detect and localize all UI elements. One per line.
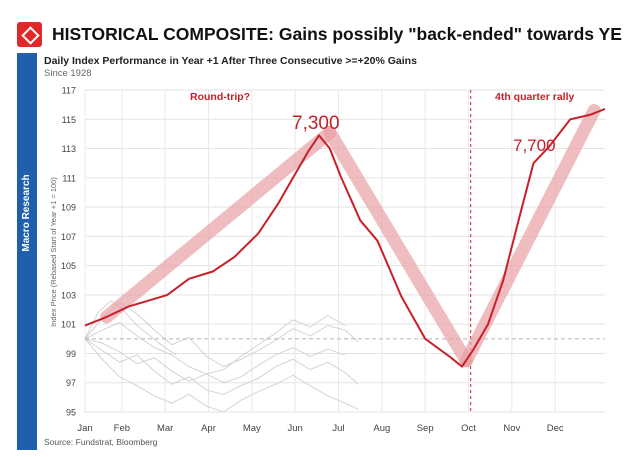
source-note: Source: Fundstrat, Bloomberg [44,437,158,447]
grey-series-line [84,338,346,384]
peak-value-label: 7,300 [292,113,340,134]
round-trip-annotation: Round-trip? [190,91,250,103]
y-tick-label: 107 [61,232,76,242]
y-tick-label: 95 [66,408,76,418]
y-axis-label: Index Price (Rebased Start of Year +1 = … [49,177,58,327]
x-tick-label: Feb [114,423,130,434]
y-tick-label: 115 [62,115,76,125]
y-tick-label: 103 [61,290,76,300]
q4-rally-annotation: 4th quarter rally [495,91,575,103]
logo-badge [17,22,42,47]
highlight-band [323,125,473,368]
y-axis-ticks: 95 97 99 101 103 105 107 109 111 113 115 117 [61,86,76,418]
y-tick-label: 113 [62,144,76,154]
historical-grey-series [84,300,359,413]
y-tick-label: 105 [61,261,76,271]
x-tick-label: Apr [201,423,216,434]
x-tick-label: Nov [503,423,520,434]
highlight-band [100,125,337,324]
grey-series-line [84,338,359,413]
grey-series-line [84,314,346,375]
y-tick-label: 117 [62,86,76,96]
y-tick-label: 99 [66,349,76,359]
highlight-bands [100,103,601,368]
x-tick-label: Dec [547,423,564,434]
x-axis-ticks: Jan Feb Mar Apr May Jun Jul Aug Sep Oct Nov Dec [77,423,564,434]
composite-line [84,108,606,368]
sidebar-band: Macro Research [17,53,37,450]
y-tick-label: 101 [61,320,76,330]
x-tick-label: May [243,423,261,434]
year-end-value-label: 7,700 [513,136,556,155]
chart-title: Daily Index Performance in Year +1 After… [44,55,417,67]
x-tick-label: Oct [461,423,476,434]
y-tick-label: 109 [61,203,76,213]
x-tick-label: Mar [157,423,173,434]
chart-subtitle: Since 1928 [44,68,92,79]
y-tick-label: 111 [62,173,76,183]
x-tick-label: Jan [77,423,92,434]
grey-series-line [84,300,177,356]
grey-series-line [84,338,359,395]
x-tick-label: Sep [417,423,434,434]
y-tick-label: 97 [66,378,76,388]
highlight-band [459,103,601,368]
x-tick-label: Jun [288,423,303,434]
x-tick-label: Jul [332,423,344,434]
page-title: HISTORICAL COMPOSITE: Gains possibly "ba… [52,24,622,44]
x-tick-label: Aug [373,423,390,434]
grey-series-line [84,301,359,368]
